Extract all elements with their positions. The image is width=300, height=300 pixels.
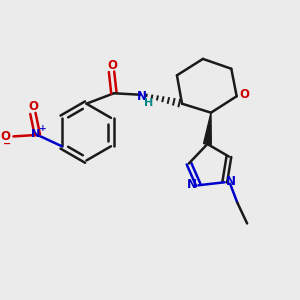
Text: H: H (144, 98, 153, 108)
Text: N: N (137, 90, 147, 103)
Text: N: N (226, 175, 236, 188)
Text: O: O (0, 130, 10, 143)
Text: O: O (108, 59, 118, 72)
Text: +: + (39, 124, 46, 134)
Text: O: O (240, 88, 250, 101)
Text: N: N (187, 178, 197, 191)
Text: −: − (3, 139, 11, 149)
Text: O: O (28, 100, 38, 113)
Polygon shape (203, 113, 211, 145)
Text: N: N (31, 129, 40, 139)
